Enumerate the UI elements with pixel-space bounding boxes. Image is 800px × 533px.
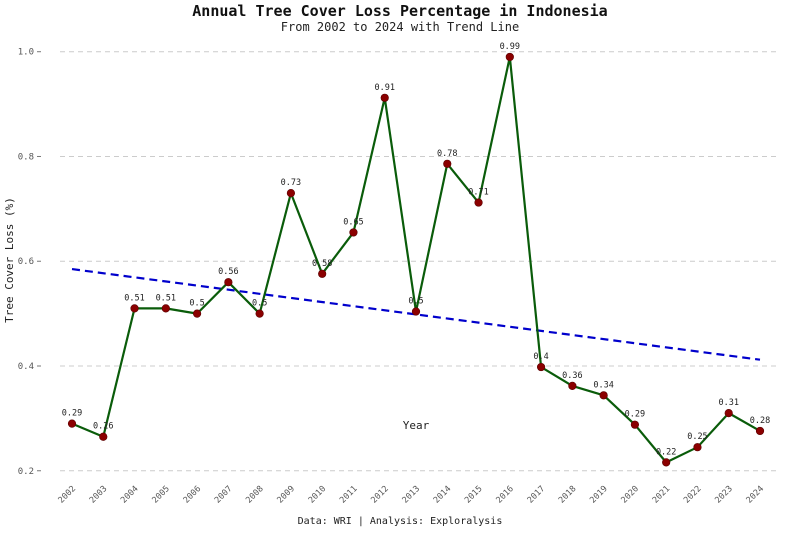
x-tick-label: 2013 [401, 484, 423, 506]
x-tick-label: 2009 [275, 484, 297, 506]
data-label: 0.36 [562, 371, 582, 381]
data-point [380, 93, 389, 102]
data-label: 0.22 [656, 447, 676, 457]
data-label: 0.78 [437, 149, 457, 159]
trend-line [71, 268, 761, 361]
chart-title: Annual Tree Cover Loss Percentage in Ind… [192, 2, 608, 20]
x-tick-label: 2002 [57, 484, 79, 506]
data-label: 0.58 [312, 259, 332, 269]
x-tick-label: 2005 [150, 484, 172, 506]
data-point [411, 307, 421, 316]
data-label: 0.51 [156, 293, 176, 303]
x-tick-label: 2024 [745, 484, 767, 506]
y-tick-label: 1.0 [18, 48, 34, 58]
y-tick-label: 0.6 [18, 257, 34, 267]
x-tick-label: 2003 [88, 484, 110, 506]
x-tick-label: 2015 [463, 484, 485, 506]
data-point [599, 391, 608, 400]
x-tick-label: 2011 [338, 484, 360, 506]
x-tick-label: 2018 [557, 484, 579, 506]
data-label: 0.4 [533, 352, 548, 362]
data-label: 0.5 [189, 299, 204, 309]
x-tick-label: 2006 [182, 484, 204, 506]
data-point [724, 409, 733, 418]
x-tick-label: 2012 [369, 484, 391, 506]
data-point [130, 304, 139, 313]
x-tick-label: 2021 [651, 484, 673, 506]
data-label: 0.65 [343, 217, 363, 227]
y-tick-label: 0.8 [18, 152, 34, 162]
data-label: 0.5 [408, 297, 423, 307]
data-label: 0.25 [687, 432, 707, 442]
data-label: 0.73 [281, 178, 301, 188]
data-point [630, 420, 640, 429]
data-point [662, 458, 671, 467]
data-label: 0.28 [750, 416, 770, 426]
x-tick-label: 2019 [588, 484, 610, 506]
data-point [99, 432, 108, 441]
series-line [71, 55, 761, 464]
data-point [286, 189, 296, 198]
data-point [474, 198, 483, 207]
data-point [505, 52, 514, 62]
x-tick-label: 2023 [713, 484, 735, 506]
data-label: 0.99 [500, 42, 520, 52]
data-point [536, 362, 546, 372]
data-point [693, 443, 702, 452]
data-point [67, 419, 77, 428]
y-tick-label: 0.4 [18, 362, 34, 372]
x-tick-label: 2004 [119, 484, 141, 506]
data-point [349, 228, 358, 237]
data-label: 0.31 [718, 398, 738, 408]
data-point [318, 269, 327, 278]
x-tick-label: 2010 [307, 484, 329, 506]
data-point [755, 426, 765, 436]
data-label: 0.56 [218, 267, 238, 277]
y-tick-label: 0.2 [18, 467, 34, 477]
x-tick-label: 2007 [213, 484, 235, 506]
data-point [224, 278, 233, 287]
data-label: 0.91 [374, 83, 394, 93]
data-label: 0.34 [593, 380, 613, 390]
data-point [161, 304, 170, 313]
x-tick-label: 2017 [526, 484, 548, 506]
data-label: 0.26 [93, 422, 113, 432]
x-tick-label: 2014 [432, 484, 454, 506]
data-point [255, 309, 264, 318]
data-label: 0.29 [625, 410, 645, 420]
data-label: 0.51 [124, 293, 144, 303]
x-tick-label: 2022 [682, 484, 704, 506]
data-point [443, 159, 452, 168]
data-label: 0.29 [62, 409, 82, 419]
data-label: 0.5 [252, 299, 267, 309]
y-axis-label: Tree Cover Loss (%) [3, 197, 16, 323]
data-point [192, 309, 202, 318]
x-tick-label: 2020 [619, 484, 641, 506]
data-label: 0.71 [468, 188, 488, 198]
chart-caption: Data: WRI | Analysis: Exploralysis [297, 516, 503, 527]
x-axis-label: Year [403, 419, 430, 432]
chart-subtitle: From 2002 to 2024 with Trend Line [280, 20, 520, 34]
x-tick-label: 2016 [494, 484, 516, 506]
data-point [568, 381, 577, 391]
x-tick-label: 2008 [244, 484, 266, 506]
